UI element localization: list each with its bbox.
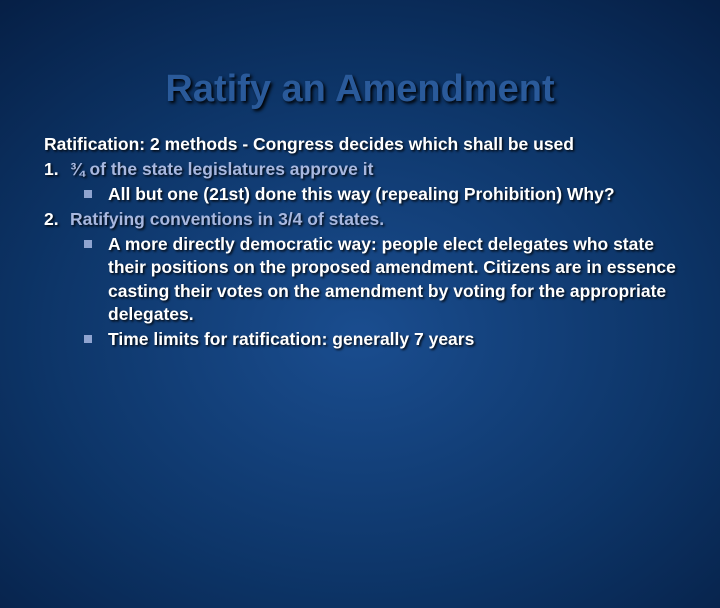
bullet-icon: [84, 240, 92, 248]
slide-title: Ratify an Amendment: [0, 68, 720, 111]
sub-item: Time limits for ratification: generally …: [44, 328, 676, 351]
sub-text: All but one (21st) done this way (repeal…: [108, 183, 676, 206]
sub-item: A more directly democratic way: people e…: [44, 233, 676, 325]
sub-item: All but one (21st) done this way (repeal…: [44, 183, 676, 206]
item-number: 2.: [44, 208, 70, 231]
method-text: ¾ of the state legislatures approve it: [70, 158, 373, 181]
method-text: Ratifying conventions in 3/4 of states.: [70, 208, 384, 231]
sub-text: Time limits for ratification: generally …: [108, 328, 676, 351]
bullet-icon: [84, 190, 92, 198]
item-number: 1.: [44, 158, 70, 181]
list-item: 1. ¾ of the state legislatures approve i…: [44, 158, 676, 181]
intro-text: Ratification: 2 methods - Congress decid…: [44, 133, 676, 156]
list-item: 2. Ratifying conventions in 3/4 of state…: [44, 208, 676, 231]
sub-text: A more directly democratic way: people e…: [108, 233, 676, 325]
bullet-icon: [84, 335, 92, 343]
slide-content: Ratification: 2 methods - Congress decid…: [0, 133, 720, 351]
